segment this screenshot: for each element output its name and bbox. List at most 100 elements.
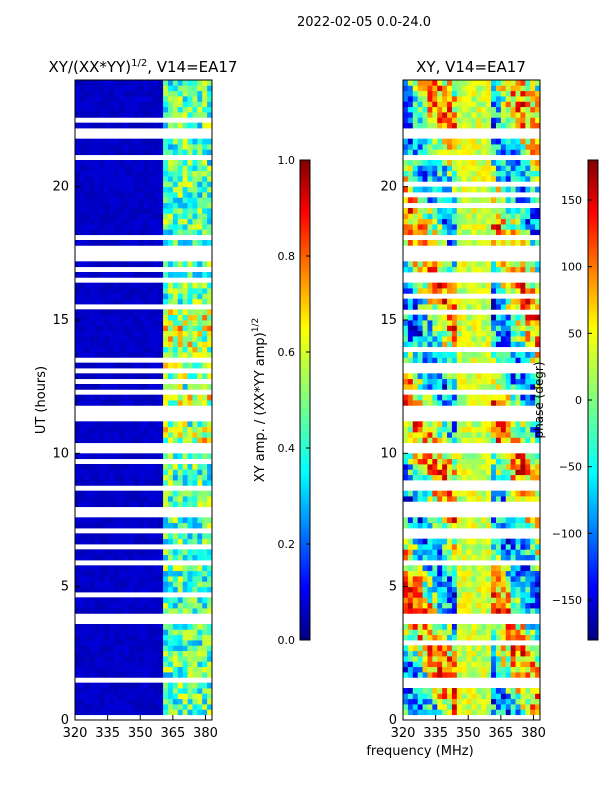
phase-cell [510,496,516,502]
phase-cell [437,656,443,662]
amplitude-cell [128,432,135,438]
amplitude-cell [114,90,120,97]
phase-cell [427,698,433,705]
amplitude-cell [153,197,159,204]
amplitude-cell [148,400,154,406]
amplitude-cell [123,202,130,209]
phase-cell [466,704,472,710]
amplitude-cell [158,138,164,145]
amplitude-cell [153,144,159,150]
phase-cell [432,266,438,273]
phase-cell [525,634,531,641]
amplitude-cell [133,645,140,652]
amplitude-cell [114,293,120,300]
amplitude-cell [114,197,120,204]
amplitude-cell [177,464,184,470]
phase-cell [403,384,409,390]
phase-cell [505,80,512,86]
amplitude-cell [202,709,208,716]
phase-cell [530,645,536,652]
amplitude-cell [182,165,188,172]
amplitude-cell [182,101,188,108]
phase-cell [481,320,487,326]
amplitude-cell [192,608,198,614]
amplitude-cell [172,453,179,460]
amplitude-cell [123,394,130,401]
amplitude-cell [148,165,154,172]
phase-cell [412,144,419,150]
amplitude-cell [148,144,154,150]
amplitude-cell [202,421,208,428]
amplitude-cell [89,421,95,428]
phase-cell [471,357,477,364]
amplitude-cell [84,581,91,588]
phase-cell [525,240,531,246]
phase-cell [520,144,526,150]
phase-cell [403,330,409,337]
phase-cell [427,224,433,230]
amplitude-cell [167,362,174,369]
phase-cell [451,650,458,657]
amplitude-colorbar-tick-label: 0.4 [278,442,296,455]
amplitude-cell [182,464,188,470]
amplitude-cell [79,122,86,129]
phase-cell [412,426,419,433]
amplitude-cell [177,309,184,316]
amplitude-cell [133,213,140,220]
phase-cell [432,117,438,124]
amplitude-cell [89,165,95,172]
phase-cell [422,122,428,129]
amplitude-cell [163,426,169,433]
phase-cell [417,586,423,593]
phase-cell [476,565,482,572]
amplitude-cell [89,346,95,353]
amplitude-cell [187,240,193,246]
phase-colorbar-tick-label: −150 [552,594,582,607]
amplitude-cell [163,693,169,700]
phase-cell [456,330,463,337]
phase-cell [495,197,502,204]
amplitude-cell [143,554,149,561]
amplitude-cell [114,426,120,433]
phase-cell [530,144,536,150]
amplitude-cell [153,293,159,300]
amplitude-cell [187,384,193,390]
phase-cell [456,624,463,630]
phase-cell [476,490,482,497]
amplitude-cell [79,426,86,433]
amplitude-cell [182,293,188,300]
amplitude-cell [114,186,120,193]
phase-cell [510,592,516,598]
phase-cell [422,565,428,572]
phase-cell [461,224,468,230]
amplitude-cell [192,122,198,129]
phase-cell [495,213,502,220]
amplitude-cell [163,192,169,198]
amplitude-cell [99,261,105,268]
phase-cell [466,634,472,641]
phase-cell [525,96,531,102]
amplitude-cell [99,112,105,118]
amplitude-cell [197,650,203,657]
phase-cell [432,656,438,662]
amplitude-cell [167,144,174,150]
phase-cell [461,474,468,481]
amplitude-cell [79,320,86,326]
phase-cell [437,597,443,604]
phase-cell [412,341,419,348]
phase-cell [432,709,438,716]
phase-cell [442,709,448,716]
phase-cell [505,597,512,604]
phase-cell [422,704,428,710]
amplitude-cell [197,85,203,92]
amplitude-cell [187,522,193,529]
phase-cell [495,426,502,433]
amplitude-cell [75,581,81,588]
amplitude-cell [75,554,81,561]
phase-cell [505,650,512,657]
phase-cell [432,693,438,700]
amplitude-cell [207,570,212,577]
amplitude-cell [119,186,125,193]
amplitude-cell [123,144,130,150]
amplitude-cell [123,624,130,630]
